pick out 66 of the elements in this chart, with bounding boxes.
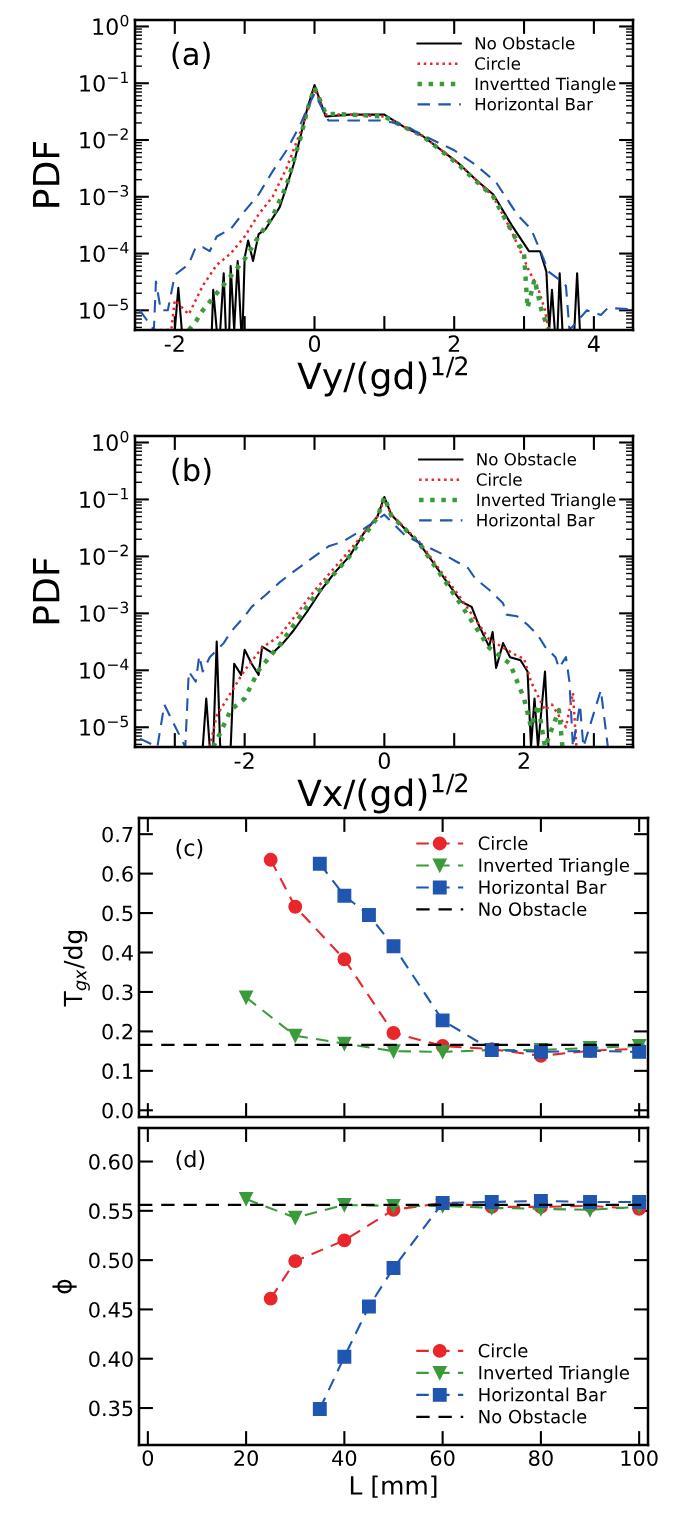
annotation: (d) [176, 1150, 205, 1171]
y-axis-title: ϕ [52, 1279, 77, 1294]
y-tick-label: 10$^{−1}$ [80, 487, 128, 509]
y-tick-label: 0.6 [102, 866, 133, 882]
x-tick-label: 20 [234, 1450, 258, 1466]
y-tick-label: 10$^{−4}$ [80, 658, 129, 679]
y-tick-label: 10$^{−3}$ [80, 185, 129, 206]
x-tick-label: 2 [518, 752, 529, 769]
y-tick-label: 10$^{0}$ [93, 430, 129, 452]
y-axis-title: PDF [32, 141, 60, 207]
y-tick-label: 10$^{−2}$ [80, 544, 128, 565]
x-tick-label: 40 [332, 1450, 357, 1466]
x-tick-label: -2 [234, 752, 254, 769]
legend-label: Horizontal Bar [479, 1387, 607, 1402]
legend-label: No Obstacle [477, 452, 577, 466]
y-axis-title: PDF [32, 558, 60, 624]
y-tick-label: 0.0 [102, 1102, 133, 1119]
x-axis-title: Vy/(gd)$^{1/2}$ [297, 356, 467, 397]
legend-label: Invertted Tiangle [475, 77, 616, 94]
x-tick-label: 0 [142, 1450, 154, 1466]
x-axis-title: Vx/(gd)$^{1/2}$ [297, 773, 467, 814]
x-tick-label: -2 [164, 335, 184, 352]
y-tick-label: 10$^{−3}$ [80, 601, 129, 622]
legend-label: No Obstacle [475, 36, 575, 50]
legend-label: Inverted Triangle [479, 1365, 629, 1383]
x-tick-label: 2 [448, 335, 460, 352]
y-tick-label: 0.60 [89, 1153, 133, 1170]
legend-label: Circle [478, 836, 528, 851]
legend-label: Circle [478, 1343, 528, 1358]
y-tick-label: 0.35 [89, 1400, 133, 1417]
annotation: (a) [172, 41, 210, 69]
x-tick-label: 4 [587, 335, 600, 352]
x-axis-title: L [mm] [350, 1475, 437, 1498]
y-tick-label: 0.55 [89, 1203, 133, 1220]
x-tick-label: 0 [308, 335, 321, 353]
legend-label: Circle [476, 472, 522, 486]
y-tick-label: 10$^{0}$ [93, 14, 129, 36]
y-tick-label: 0.5 [102, 905, 133, 922]
y-tick-label: 0.4 [102, 944, 133, 961]
x-tick-label: 100 [621, 1450, 658, 1466]
y-axis-title: T$_{gx}$/dg [63, 930, 90, 1007]
y-tick-label: 10$^{−1}$ [80, 71, 128, 92]
y-tick-label: 0.7 [102, 826, 133, 843]
y-tick-label: 10$^{−5}$ [80, 715, 128, 736]
y-tick-label: 10$^{−2}$ [80, 128, 128, 149]
y-tick-label: 0.50 [89, 1252, 133, 1269]
y-tick-label: 0.3 [102, 984, 133, 1001]
y-tick-label: 0.40 [89, 1351, 133, 1367]
y-tick-label: 10$^{−4}$ [80, 241, 129, 263]
x-tick-label: 80 [529, 1450, 553, 1466]
annotation: (c) [176, 838, 203, 859]
y-tick-label: 10$^{−5}$ [80, 298, 128, 319]
legend-label: No Obstacle [479, 1409, 587, 1424]
legend-label: Horizontal Bar [479, 880, 607, 895]
legend-label: Inverted Triangle [477, 493, 616, 510]
legend-label: No Obstacle [479, 902, 587, 916]
annotation: (b) [172, 457, 211, 486]
x-tick-label: 0 [378, 752, 390, 770]
y-tick-label: 0.2 [102, 1023, 133, 1040]
y-tick-label: 0.45 [89, 1301, 133, 1318]
legend-label: Horizontal Bar [477, 513, 595, 527]
legend-label: Circle [475, 56, 521, 70]
legend-label: Horizontal Bar [475, 97, 594, 111]
legend-label: Inverted Triangle [479, 858, 629, 876]
y-tick-label: 0.1 [102, 1063, 133, 1080]
x-tick-label: 60 [430, 1450, 455, 1466]
